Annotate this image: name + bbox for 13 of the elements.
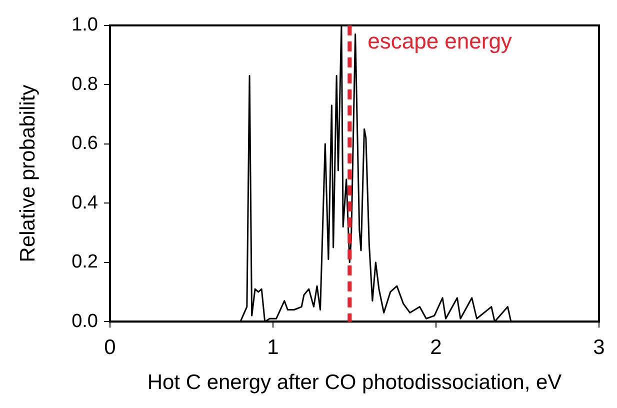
y-tick-label: 0.2: [72, 252, 98, 273]
x-tick-label: 2: [430, 336, 442, 359]
y-tick-label: 0.8: [72, 74, 98, 95]
ref-line-label: escape energy: [368, 28, 512, 54]
y-tick-label: 0.6: [72, 133, 98, 154]
x-tick-label: 1: [267, 336, 279, 359]
x-tick-label: 0: [104, 336, 116, 359]
y-tick-label: 0.0: [72, 310, 98, 332]
y-axis-title: Relative probability: [16, 84, 40, 262]
x-tick-label: 3: [593, 336, 605, 359]
x-axis-title: Hot C energy after CO photodissociation, eV: [147, 371, 562, 394]
y-tick-label: 0.4: [72, 192, 98, 214]
y-tick-label: 1.0: [72, 14, 98, 36]
